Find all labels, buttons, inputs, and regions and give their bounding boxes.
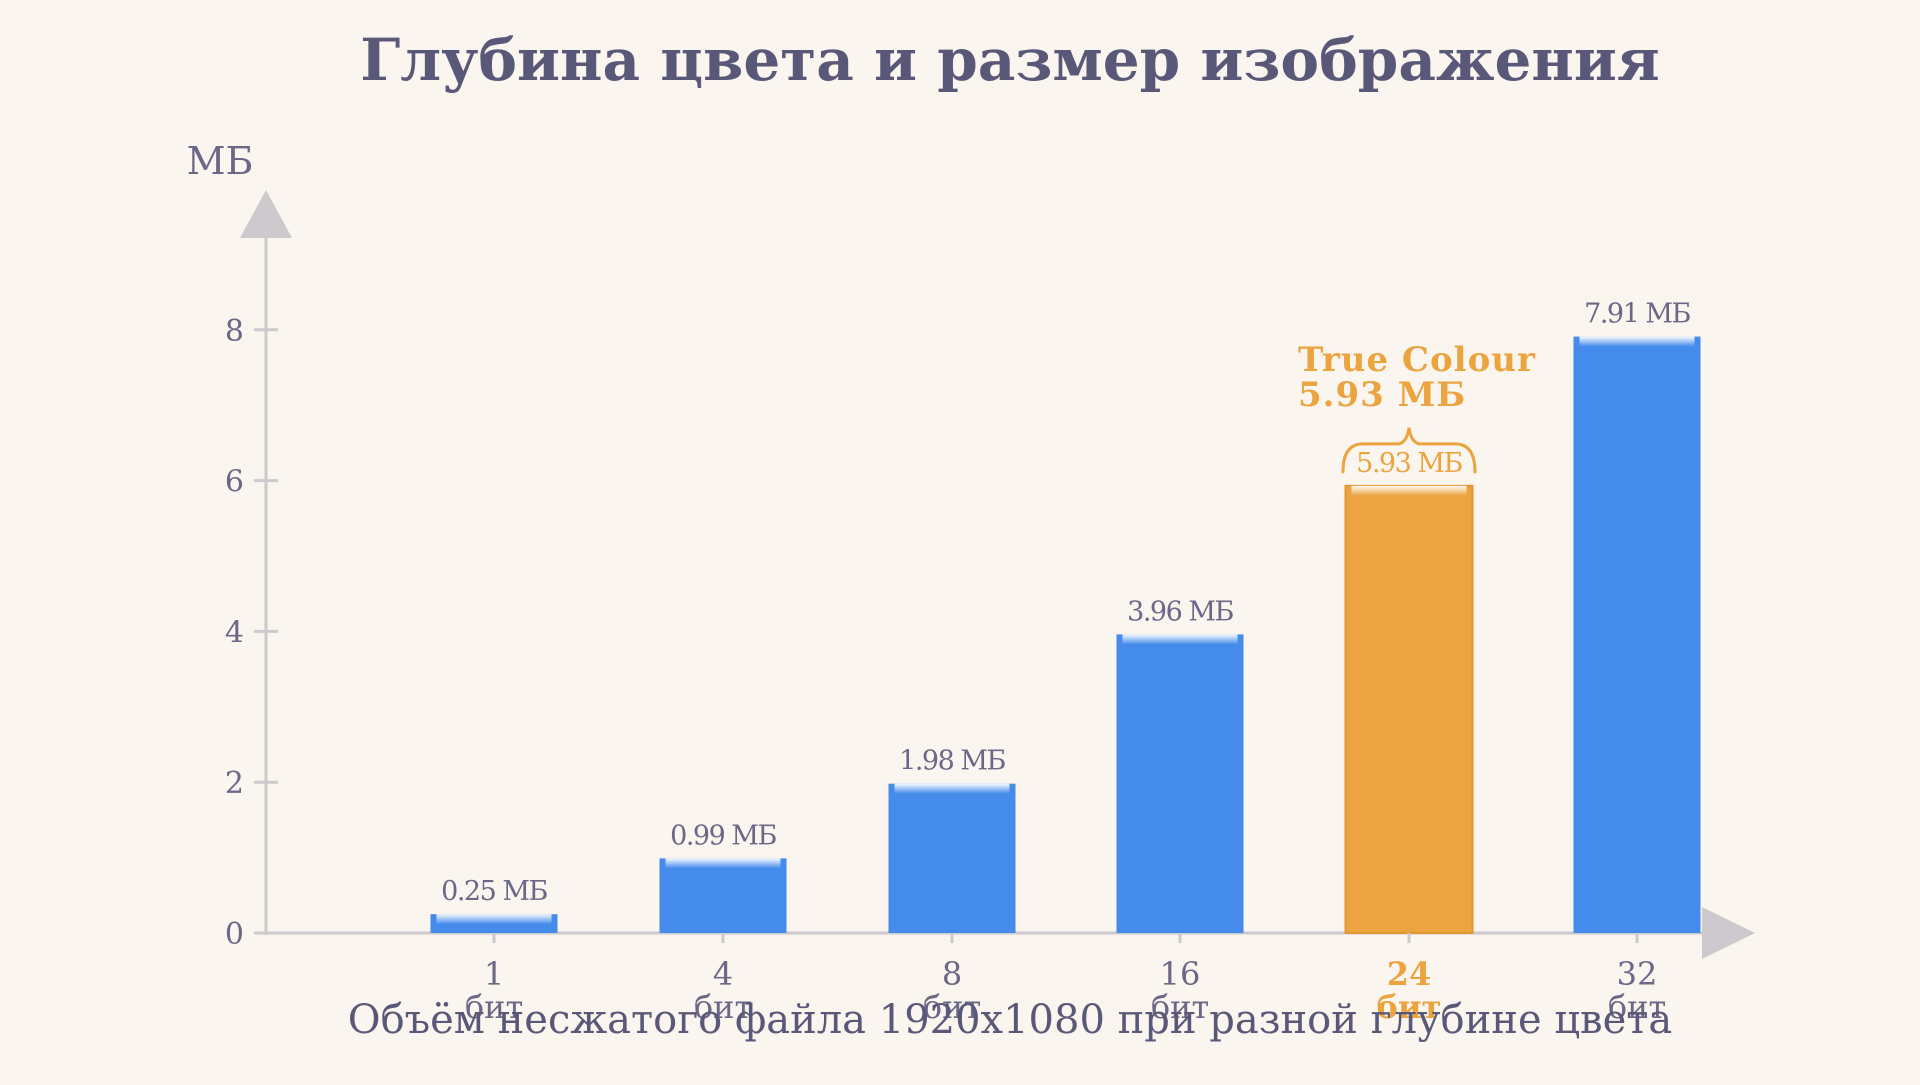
bar-highlight-8 xyxy=(894,783,1010,794)
x-tick-unit-1: бит xyxy=(465,988,523,1026)
annotation-line2: 5.93 МБ xyxy=(1298,375,1466,415)
bar-4 xyxy=(659,858,787,933)
data-label-4: 0.99 МБ xyxy=(670,820,776,851)
bar-highlight-4 xyxy=(665,858,781,869)
annotation-line1: True Colour xyxy=(1298,340,1536,380)
bar-16 xyxy=(1116,634,1244,933)
x-tick-unit-24: бит xyxy=(1377,988,1442,1026)
y-tick-label-8: 8 xyxy=(225,314,244,349)
x-tick-label-16: 16 xyxy=(1160,955,1201,993)
y-tick-label-0: 0 xyxy=(225,917,244,952)
data-label-16: 3.96 МБ xyxy=(1127,596,1233,627)
bar-highlight-16 xyxy=(1122,634,1238,645)
y-axis-arrow xyxy=(240,190,292,238)
x-tick-label-32: 32 xyxy=(1617,955,1658,993)
x-tick-unit-4: бит xyxy=(694,988,752,1026)
y-ticks: 0 2 4 6 8 xyxy=(225,314,278,952)
x-tick-label-4: 4 xyxy=(713,955,733,993)
annotation-brace xyxy=(1341,427,1477,474)
bar-24 xyxy=(1344,484,1474,934)
y-axis-label: МБ xyxy=(187,139,254,183)
bar-highlight-32 xyxy=(1579,336,1695,347)
x-tick-unit-8: бит xyxy=(923,988,981,1026)
x-tick-label-24: 24 xyxy=(1387,955,1432,993)
y-tick-label-2: 2 xyxy=(225,766,244,801)
data-label-24: 5.93 МБ xyxy=(1356,448,1462,479)
bar-highlight-1 xyxy=(436,914,552,925)
data-labels: 0.25 МБ 0.99 МБ 1.98 МБ 3.96 МБ 5.93 МБ 7.91 … xyxy=(441,299,1692,908)
bar-8 xyxy=(888,783,1016,933)
x-tick-label-8: 8 xyxy=(942,955,962,993)
bars xyxy=(430,336,1701,934)
x-tick-label-1: 1 xyxy=(484,955,504,993)
data-label-1: 0.25 МБ xyxy=(441,876,547,907)
data-label-8: 1.98 МБ xyxy=(899,746,1005,777)
bar-32 xyxy=(1573,336,1701,933)
x-tick-unit-32: бит xyxy=(1608,988,1666,1026)
chart-subtitle: Объём несжатого файла 1920x1080 при разн… xyxy=(348,997,1672,1043)
data-label-32: 7.91 МБ xyxy=(1584,299,1690,330)
y-tick-label-4: 4 xyxy=(225,615,244,650)
x-tick-unit-16: бит xyxy=(1151,988,1209,1026)
chart-title: Глубина цвета и размер изображения xyxy=(360,26,1659,94)
bar-highlight-24 xyxy=(1351,485,1467,496)
x-axis-arrow xyxy=(1702,907,1755,959)
y-tick-label-6: 6 xyxy=(225,465,244,500)
